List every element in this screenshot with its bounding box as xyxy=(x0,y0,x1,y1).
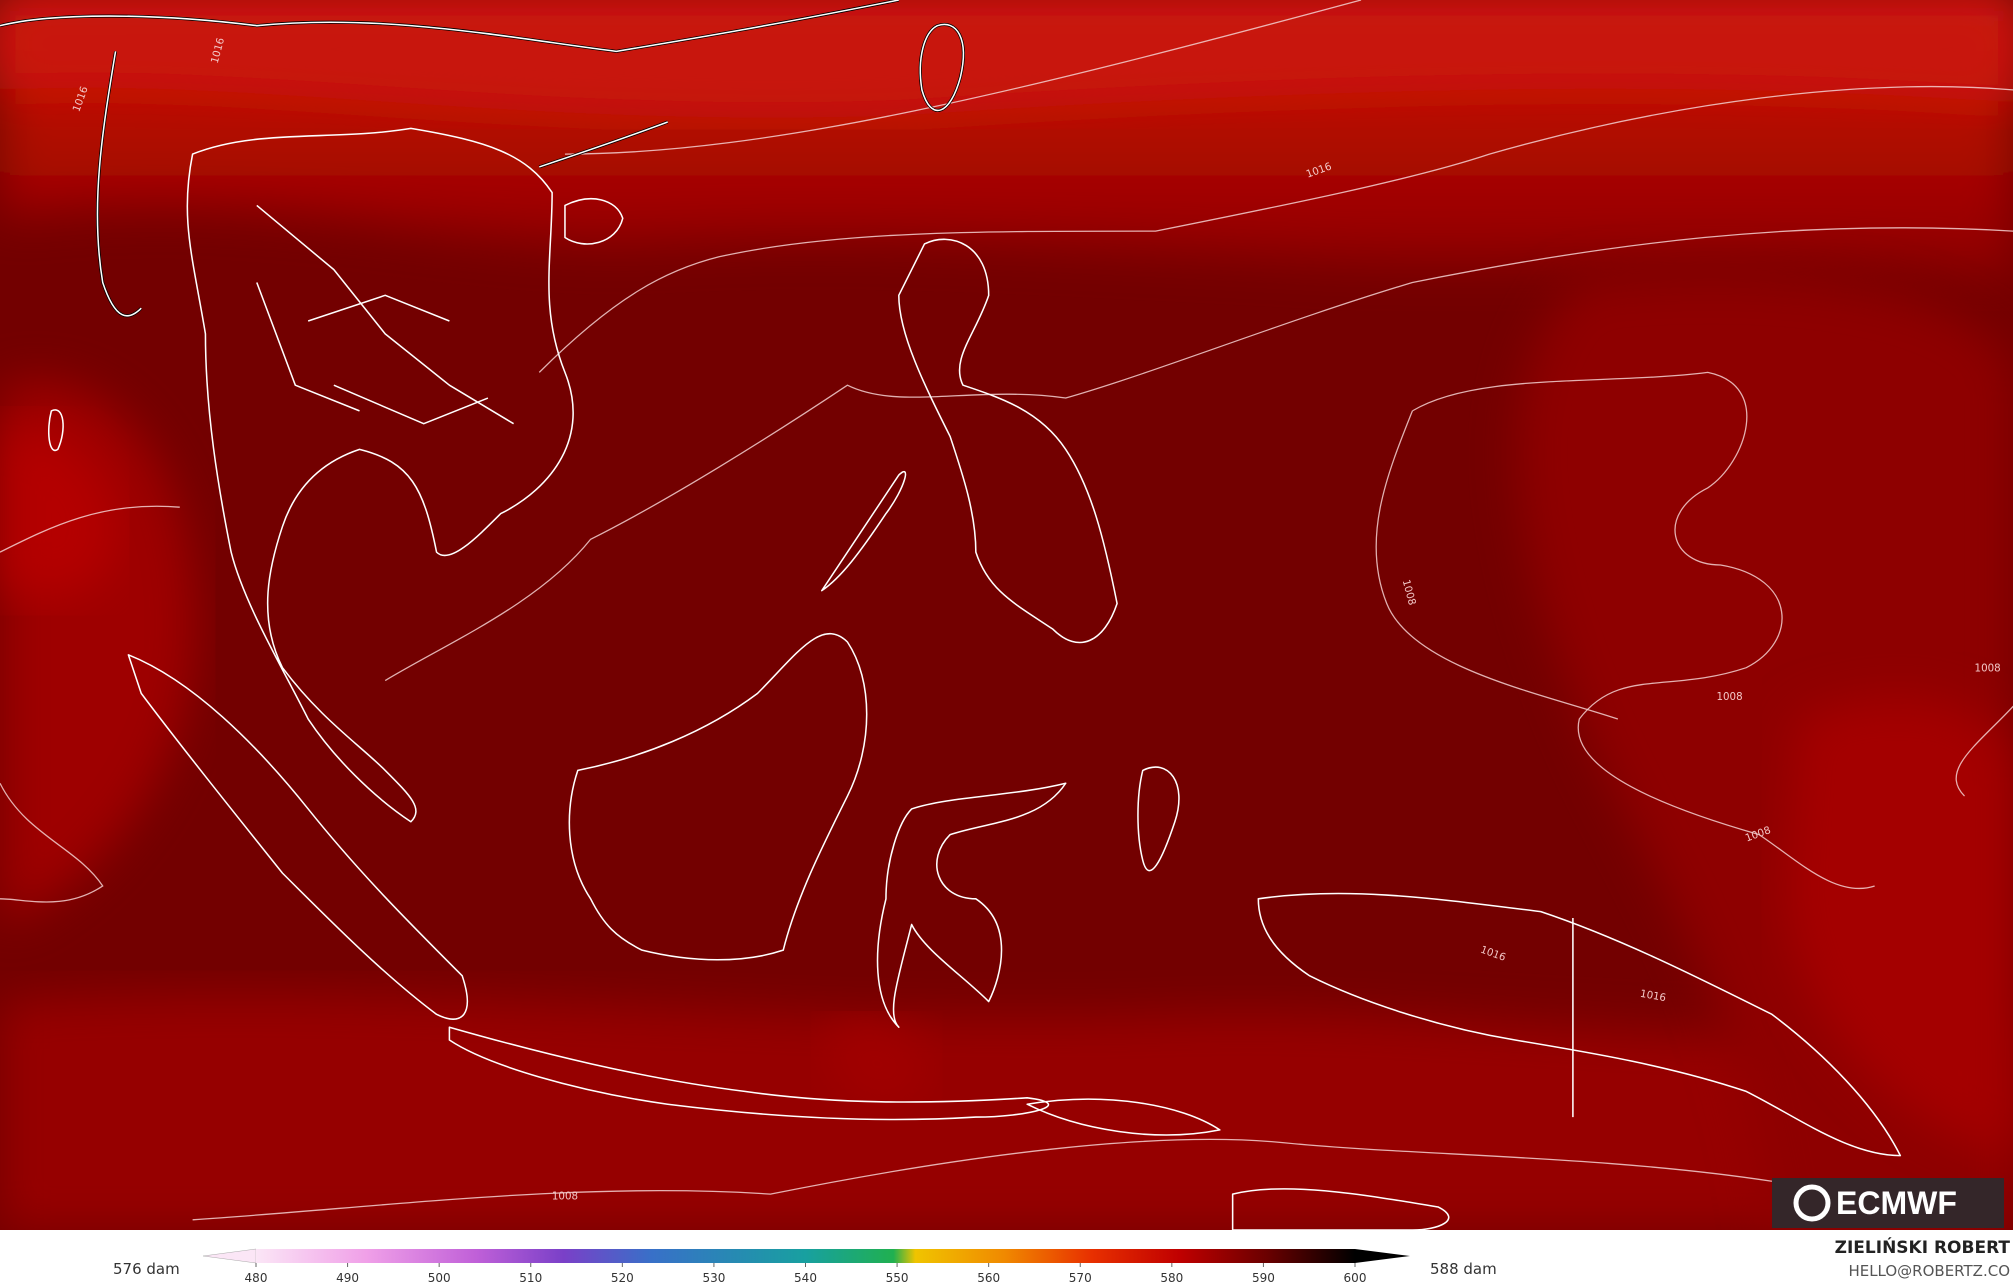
contour-label: 1008 xyxy=(1975,663,2001,675)
colorbar-tick-label: 520 xyxy=(611,1271,634,1285)
logo-icon xyxy=(1793,1184,1831,1222)
colorbar-tick-label: 500 xyxy=(428,1271,451,1285)
palawan xyxy=(820,471,907,592)
logo-text: ECMWF xyxy=(1836,1185,1957,1221)
colorbar-tick-label: 490 xyxy=(336,1271,359,1285)
shading xyxy=(0,0,2013,1231)
isobar xyxy=(0,782,104,903)
borneo xyxy=(568,633,868,961)
isobar xyxy=(1375,410,1619,720)
andaman xyxy=(47,409,64,452)
high-band-top xyxy=(0,0,2013,118)
colorbar-tick-label: 580 xyxy=(1160,1271,1183,1285)
east-core xyxy=(1784,697,2013,1156)
colorbar-tick-label: 600 xyxy=(1344,1271,1367,1285)
colorbar-left-label: 576 dam xyxy=(113,1260,180,1278)
new-guinea xyxy=(1257,892,1902,1157)
map: 1016101610161016101610081008100810081008… xyxy=(0,0,2013,1231)
sulawesi xyxy=(876,782,1067,1028)
coastlines xyxy=(0,0,1902,1231)
colorbar-tick-label: 550 xyxy=(886,1271,909,1285)
colorbar-tick-label: 530 xyxy=(702,1271,725,1285)
hainan xyxy=(564,198,624,245)
south-band xyxy=(0,994,2013,1231)
philippines xyxy=(898,238,1118,644)
isobar xyxy=(0,505,180,553)
taiwan xyxy=(919,23,965,112)
isobar xyxy=(384,227,2013,682)
credit-email: HELLO@ROBERTZ.CO xyxy=(1848,1262,2010,1280)
colorbar-tick-label: 560 xyxy=(977,1271,1000,1285)
isobar xyxy=(192,1138,1773,1221)
isobar xyxy=(1955,705,2013,797)
colorbar-max-arrow xyxy=(1355,1249,1410,1263)
lesser-sunda xyxy=(1026,1098,1221,1136)
china-coast xyxy=(0,0,899,317)
colorbar-tick-label: 590 xyxy=(1252,1271,1275,1285)
isobar xyxy=(1412,371,1875,890)
colorbar-tick-label: 480 xyxy=(245,1271,268,1285)
colorbar-right-label: 588 dam xyxy=(1430,1260,1497,1278)
colorbar-tick-label: 510 xyxy=(519,1271,542,1285)
isobar xyxy=(564,0,1362,155)
south-blob xyxy=(821,1020,932,1110)
isobar xyxy=(538,85,2013,373)
australia-north xyxy=(1231,1188,1450,1231)
credit-name: ZIELIŃSKI ROBERT xyxy=(1835,1236,2011,1258)
indochina xyxy=(186,127,574,823)
contour-label: 1016 xyxy=(1639,988,1667,1004)
sumatra xyxy=(127,654,468,1020)
colorbar xyxy=(256,1249,1355,1263)
west-core xyxy=(0,423,118,598)
colorbar-tick-label: 570 xyxy=(1069,1271,1092,1285)
colorbar-ticks: 480 490 500 510 520 530 540 550 560 570 580 590 600 xyxy=(245,1263,1367,1285)
contours xyxy=(0,0,2013,1221)
borders xyxy=(256,204,514,425)
contour-label: 1008 xyxy=(552,1190,578,1202)
contour-label: 1008 xyxy=(1716,691,1742,703)
logo: ECMWF xyxy=(1772,1178,2004,1228)
contour-label: 1008 xyxy=(1400,578,1418,606)
legend-bar: 576 dam 588 dam 480 490 500 510 520 530 540 550… xyxy=(0,1230,2013,1287)
maluku xyxy=(1137,766,1180,872)
colorbar-tick-label: 540 xyxy=(794,1271,817,1285)
